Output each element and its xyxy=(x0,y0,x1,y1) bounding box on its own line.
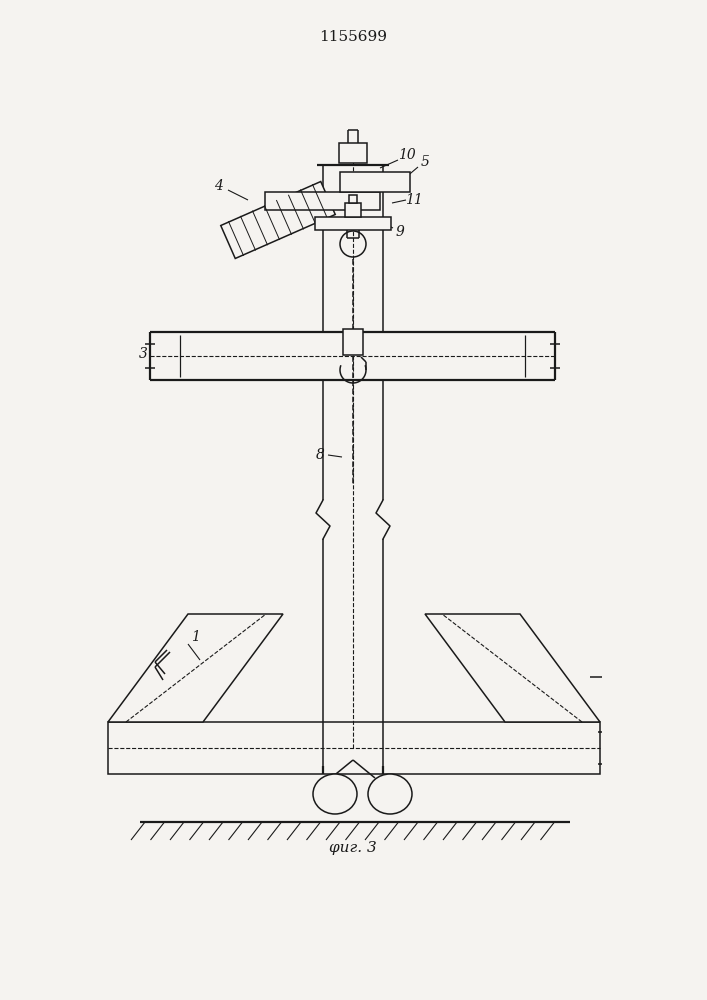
Bar xyxy=(340,172,410,192)
Text: 11: 11 xyxy=(405,193,423,207)
Text: 10: 10 xyxy=(398,148,416,162)
Bar xyxy=(343,329,363,355)
Text: 5: 5 xyxy=(421,155,429,169)
Text: 3: 3 xyxy=(139,347,148,361)
Polygon shape xyxy=(221,182,335,258)
Ellipse shape xyxy=(368,774,412,814)
Text: φиг. 3: φиг. 3 xyxy=(329,841,377,855)
Bar xyxy=(265,192,380,210)
Text: 1: 1 xyxy=(191,630,199,644)
Bar xyxy=(108,722,600,774)
Bar xyxy=(349,195,357,203)
Ellipse shape xyxy=(313,774,357,814)
Text: 9: 9 xyxy=(395,225,404,239)
Text: 1155699: 1155699 xyxy=(319,30,387,44)
Polygon shape xyxy=(108,614,283,722)
Text: 8: 8 xyxy=(315,448,325,462)
Bar xyxy=(339,143,367,163)
Bar xyxy=(345,203,361,217)
Polygon shape xyxy=(425,614,600,722)
Bar xyxy=(315,217,391,230)
Text: 4: 4 xyxy=(214,179,223,193)
